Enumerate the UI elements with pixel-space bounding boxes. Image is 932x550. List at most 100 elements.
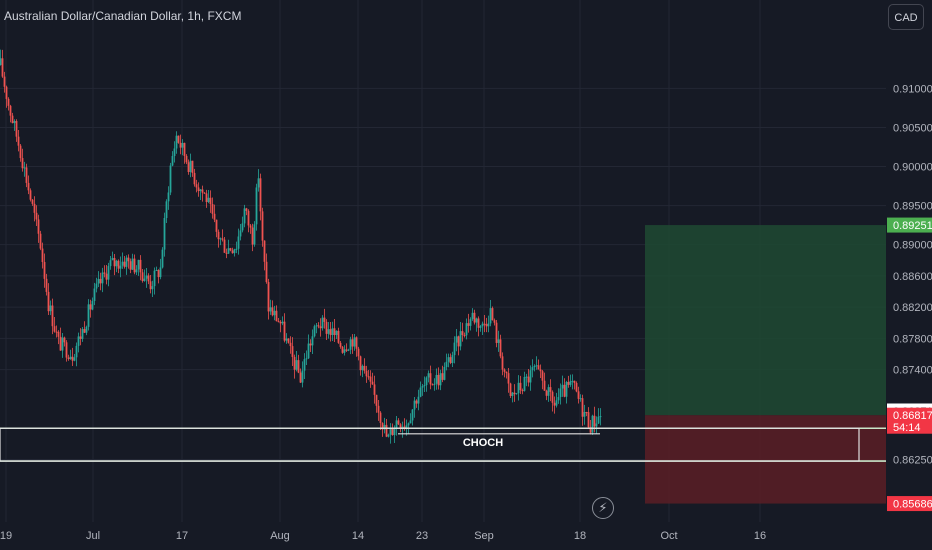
candle-body [319, 326, 322, 329]
current-price-badge-background [887, 407, 932, 434]
candle-body [351, 339, 354, 347]
candle-body [557, 397, 560, 401]
candle-body [149, 281, 152, 290]
candle-body [263, 240, 266, 262]
candle-body [525, 376, 528, 378]
candle-body [475, 318, 478, 323]
demand-zone-rectangle[interactable] [0, 427, 860, 462]
candle-body [533, 365, 536, 368]
candle-body [549, 387, 552, 392]
candle-body [1, 58, 4, 77]
candle-body [441, 373, 444, 380]
candle-body [447, 357, 450, 362]
candle-body [23, 167, 26, 169]
candle-body [503, 369, 506, 372]
candle-body [313, 326, 316, 337]
candle-body [93, 288, 96, 301]
candle-body [127, 257, 130, 262]
candle-body [289, 342, 292, 347]
time-tick-label: 17 [176, 530, 188, 542]
price-axis[interactable]: 0.91000 0.90500 0.90000 0.89500 0.89000 0.886… [887, 83, 932, 512]
candle-body [99, 278, 102, 284]
candle-body [161, 249, 164, 268]
drawings[interactable]: CHOCH [0, 427, 886, 462]
candle-body [221, 238, 224, 240]
candle-body [257, 178, 260, 188]
price-tick-label: 0.91000 [893, 83, 932, 95]
candle-body [365, 370, 368, 377]
candle-body [41, 248, 44, 263]
candle-body [315, 325, 318, 327]
candle-body [579, 398, 582, 400]
candle-body [85, 326, 88, 333]
candle-body [101, 272, 104, 284]
candle-body [311, 336, 314, 346]
candle-body [107, 266, 110, 280]
candle-body [357, 348, 360, 357]
candle-body [199, 189, 202, 192]
candle-body [451, 355, 454, 364]
candle-body [341, 346, 344, 353]
candle-body [537, 365, 540, 370]
price-tick-label: 0.88600 [893, 271, 932, 283]
candle-body [83, 329, 86, 333]
candle-body [335, 330, 338, 336]
price-tick-label: 0.90500 [893, 122, 932, 134]
candle-body [43, 262, 46, 279]
candle-body [187, 162, 190, 173]
candle-body [539, 369, 542, 372]
candle-body [71, 356, 74, 361]
candle-body [561, 384, 564, 389]
candle-body [433, 383, 436, 385]
candle-body [237, 236, 240, 249]
candle-body [7, 98, 10, 106]
candle-body [29, 190, 32, 200]
candle-body [529, 370, 532, 383]
candle-body [589, 427, 592, 433]
candle-body [387, 434, 390, 437]
lightning-bolt-icon[interactable]: ⚡︎ [592, 497, 614, 519]
candle-body [555, 400, 558, 406]
candle-body [205, 193, 208, 203]
time-axis[interactable]: 19 Jul 17 Aug 14 23 Sep 18 Oct 16 [0, 530, 766, 542]
candle-body [567, 381, 570, 385]
candle-body [339, 342, 342, 347]
candle-body [371, 381, 374, 385]
candle-body [21, 158, 24, 169]
candle-body [377, 405, 380, 413]
candle-body [363, 365, 366, 371]
candle-body [117, 260, 120, 269]
candle-body [167, 192, 170, 202]
candle-body [111, 257, 114, 261]
candle-body [439, 373, 442, 386]
candle-body [301, 370, 304, 383]
price-tick-label: 0.90000 [893, 162, 932, 174]
currency-button[interactable]: CAD [888, 4, 924, 30]
candle-body [57, 331, 60, 337]
candle-body [491, 308, 494, 321]
candle-body [109, 260, 112, 267]
candle-body [65, 342, 68, 358]
candle-body [523, 376, 526, 391]
candle-body [421, 386, 424, 388]
candle-body [273, 310, 276, 316]
candle-body [547, 387, 550, 396]
candle-body [515, 393, 518, 395]
candle-body [231, 250, 234, 254]
candle-body [265, 261, 268, 283]
position-zones [645, 225, 886, 504]
symbol-title: Australian Dollar/Canadian Dollar, 1h, F… [4, 9, 242, 23]
target-zone [645, 225, 886, 416]
candle-body [457, 336, 460, 347]
candle-body [345, 349, 348, 351]
candle-body [425, 377, 428, 386]
candle-body [577, 391, 580, 399]
candle-body [381, 422, 384, 430]
time-tick-label: Sep [474, 530, 494, 542]
candle-body [583, 412, 586, 417]
candle-body [595, 423, 598, 427]
candle-body [361, 365, 364, 371]
candle-body [563, 384, 566, 397]
